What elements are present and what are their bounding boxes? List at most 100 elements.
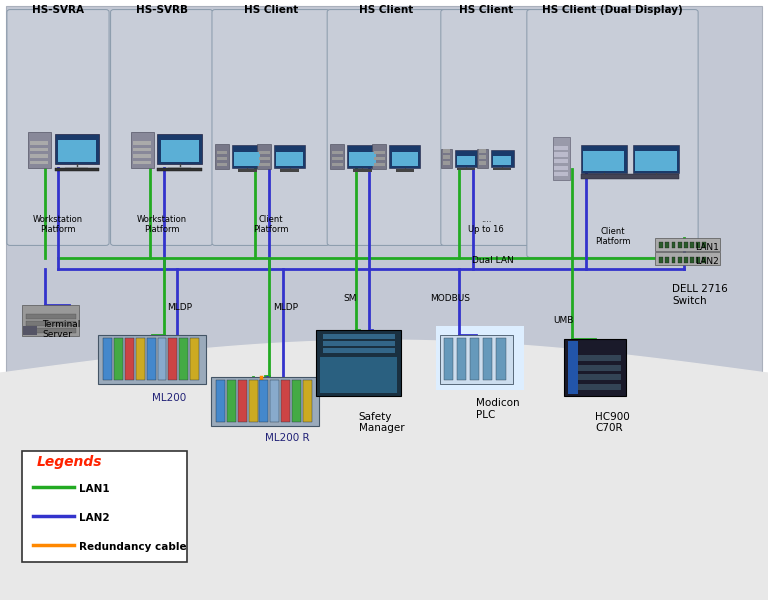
Bar (635, 151, 677, 171)
Bar (215, 144, 229, 169)
Bar (702, 257, 707, 263)
Bar (569, 365, 621, 371)
Bar (659, 257, 663, 263)
Text: LAN2: LAN2 (695, 257, 719, 266)
Bar (553, 137, 570, 180)
Text: MLDP: MLDP (167, 303, 192, 312)
Bar (654, 238, 720, 251)
Bar (684, 257, 688, 263)
Text: Client
Platform: Client Platform (594, 227, 631, 246)
Bar (6, 6, 762, 375)
Bar (439, 335, 513, 384)
Bar (493, 156, 511, 165)
Bar (211, 377, 319, 426)
Bar (332, 157, 343, 160)
Bar (133, 161, 151, 164)
Bar (157, 338, 167, 380)
Bar (442, 161, 450, 165)
Text: Modicon
PLC: Modicon PLC (476, 398, 520, 420)
Text: Safety
Manager: Safety Manager (359, 412, 404, 433)
Text: LAN2: LAN2 (79, 513, 110, 523)
Bar (316, 330, 401, 396)
Bar (470, 338, 479, 380)
Bar (583, 151, 624, 171)
Bar (227, 380, 236, 422)
Text: HS-SVRA: HS-SVRA (32, 5, 84, 15)
Bar (55, 134, 99, 164)
Bar (323, 341, 395, 346)
Text: HS Client: HS Client (359, 5, 413, 15)
Bar (564, 339, 626, 396)
Bar (569, 374, 621, 380)
Bar (259, 151, 270, 154)
Bar (303, 380, 312, 422)
Text: Legends: Legends (37, 455, 102, 469)
Bar (257, 144, 271, 169)
Bar (569, 384, 621, 390)
Bar (581, 174, 679, 179)
Bar (276, 152, 303, 166)
Bar (554, 159, 568, 163)
Bar (442, 149, 450, 153)
Bar (442, 155, 450, 159)
Bar (332, 163, 343, 166)
Bar (677, 257, 682, 263)
Bar (157, 168, 202, 171)
Bar (58, 140, 96, 162)
Bar (65, 168, 88, 170)
Bar (216, 380, 225, 422)
Text: Client
Platform: Client Platform (253, 215, 289, 234)
Bar (677, 242, 682, 248)
Bar (157, 134, 202, 164)
Bar (372, 144, 386, 169)
Bar (28, 132, 51, 168)
Bar (330, 144, 344, 169)
Bar (190, 338, 199, 380)
Bar (436, 326, 525, 390)
Bar (684, 242, 688, 248)
Bar (443, 338, 453, 380)
Bar (554, 172, 568, 176)
Bar (665, 242, 669, 248)
Bar (161, 140, 199, 162)
Text: HS Client: HS Client (243, 5, 298, 15)
Bar (270, 380, 280, 422)
Bar (456, 338, 466, 380)
Bar (690, 242, 694, 248)
Bar (374, 151, 385, 154)
Bar (483, 338, 492, 380)
Bar (479, 149, 486, 153)
Bar (22, 451, 187, 562)
Bar (696, 242, 700, 248)
Bar (136, 338, 144, 380)
Bar (349, 152, 376, 166)
Bar (30, 161, 48, 164)
Bar (554, 152, 568, 157)
Bar (133, 148, 151, 151)
FancyBboxPatch shape (7, 10, 109, 245)
Bar (320, 356, 397, 393)
Bar (671, 242, 676, 248)
Bar (168, 168, 191, 170)
Bar (671, 257, 676, 263)
Bar (30, 154, 48, 158)
FancyBboxPatch shape (441, 10, 531, 245)
Text: ....
Up to 16: .... Up to 16 (468, 215, 504, 234)
Bar (22, 305, 80, 336)
Bar (496, 338, 505, 380)
Text: Terminal
Server: Terminal Server (42, 320, 81, 339)
Bar (554, 146, 568, 150)
Bar (237, 380, 247, 422)
Bar (114, 338, 123, 380)
Bar (26, 314, 75, 319)
Bar (569, 355, 621, 361)
Bar (479, 161, 486, 165)
Bar (457, 168, 475, 170)
Bar (293, 380, 301, 422)
Bar (665, 257, 669, 263)
FancyBboxPatch shape (327, 10, 445, 245)
Bar (30, 141, 48, 145)
Bar (133, 141, 151, 145)
Bar (323, 334, 395, 338)
Bar (479, 155, 486, 159)
